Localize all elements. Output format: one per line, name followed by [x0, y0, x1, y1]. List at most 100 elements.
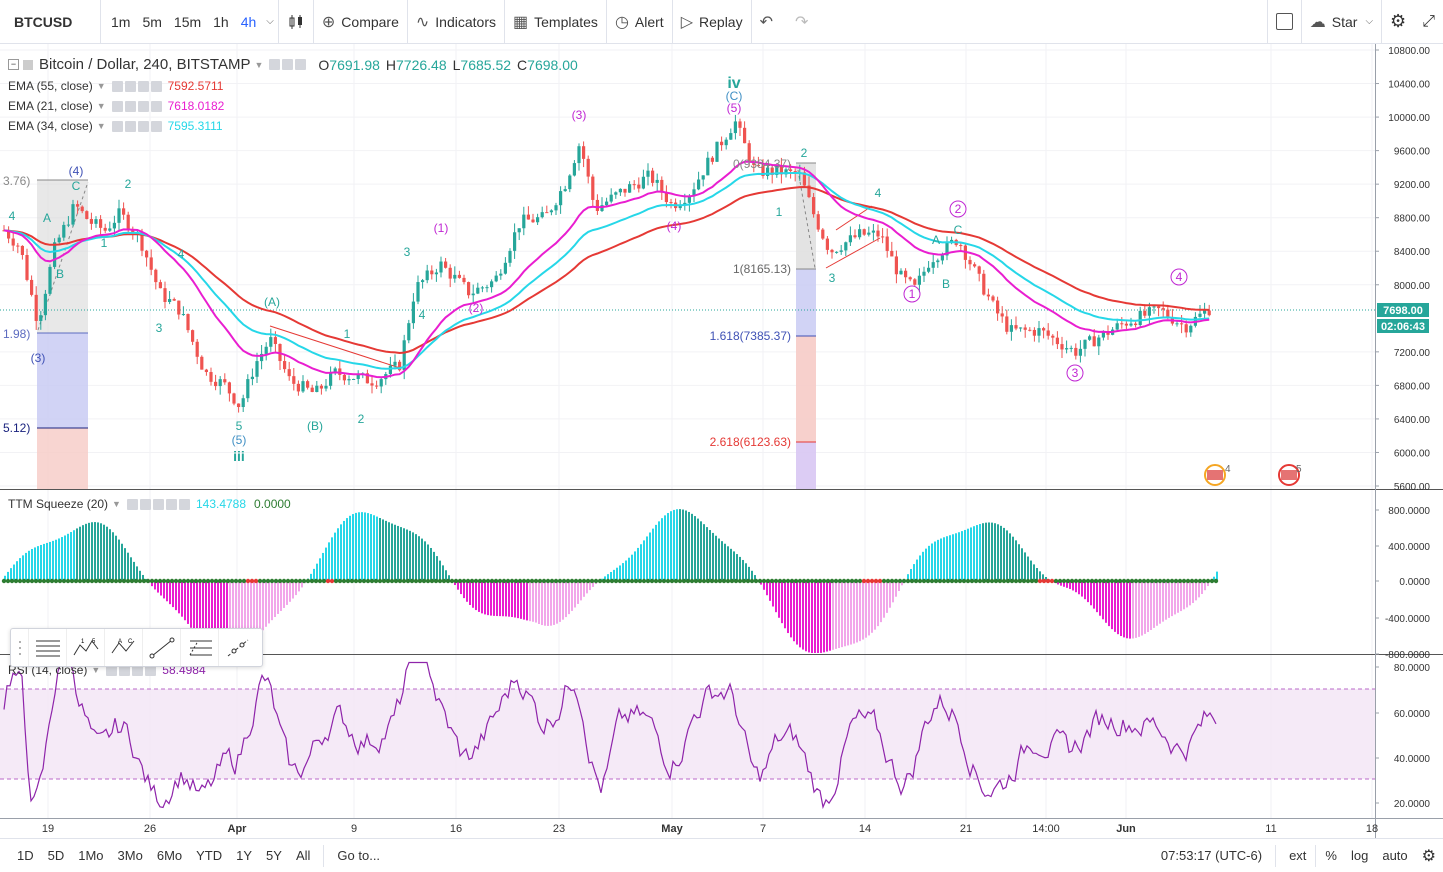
high-label: H — [385, 56, 397, 73]
goto-button[interactable]: Go to... — [337, 848, 381, 863]
squeeze-dot — [697, 578, 703, 584]
compare-button[interactable]: ⊕ Compare — [314, 0, 407, 44]
chart-area[interactable]: iv (C) (5) (3) (1) (2) (4) (4) (3) (A) (… — [0, 44, 1443, 838]
clock[interactable]: 07:53:17 (UTC-6) — [1160, 848, 1263, 863]
range-1mo[interactable]: 1Mo — [78, 848, 104, 863]
candle — [1000, 306, 1004, 323]
fib-tool[interactable] — [181, 629, 219, 666]
ttm-bar — [727, 546, 729, 581]
candle — [448, 264, 452, 288]
alert-button[interactable]: ◷ Alert — [607, 0, 672, 44]
layout-button[interactable] — [1268, 0, 1301, 44]
ext-toggle[interactable]: ext — [1289, 848, 1307, 863]
drag-handle[interactable] — [11, 629, 29, 666]
squeeze-dot — [53, 578, 59, 584]
chart-type-button[interactable] — [279, 0, 313, 44]
range-3mo[interactable]: 3Mo — [117, 848, 143, 863]
ttm-legend[interactable]: TTM Squeeze (20) ▼ 143.4788 0.0000 — [8, 497, 291, 511]
wave-circle-3: 3 — [1072, 366, 1079, 380]
dropdown-icon[interactable]: ▼ — [96, 101, 106, 111]
candle — [39, 311, 43, 330]
settings-button[interactable]: ⚙ — [1382, 0, 1414, 44]
candle — [181, 306, 185, 316]
candle — [1198, 305, 1202, 318]
horizontal-lines-tool[interactable] — [29, 629, 67, 666]
ttm-bar — [334, 532, 336, 581]
elliott-wave-labels[interactable]: iv (C) (5) (3) (1) (2) (4) (4) (3) (A) (… — [9, 75, 1188, 464]
squeeze-dot — [89, 578, 95, 584]
dropdown-icon[interactable]: ▼ — [91, 665, 101, 675]
undo-button[interactable]: ↶ — [752, 0, 787, 44]
auto-toggle[interactable]: auto — [1382, 848, 1408, 863]
ttm-bar — [1105, 581, 1107, 623]
interval-5m[interactable]: 5m — [142, 13, 162, 30]
event-marker-5[interactable]: 5 — [1296, 464, 1302, 475]
squeeze-dot — [73, 578, 79, 584]
candle — [287, 361, 291, 381]
ema21-buttons[interactable] — [111, 100, 162, 112]
ray-tool[interactable] — [219, 629, 257, 666]
ttm-bar — [655, 524, 657, 581]
chart-settings-button[interactable]: ⚙ — [1415, 846, 1443, 866]
range-6mo[interactable]: 6Mo — [156, 848, 183, 863]
squeeze-dot — [529, 578, 535, 584]
interval-4h[interactable]: 4h — [240, 13, 257, 30]
range-5d[interactable]: 5D — [47, 848, 65, 863]
trendlines[interactable] — [269, 205, 881, 369]
ema34-buttons[interactable] — [111, 120, 162, 132]
ema55-buttons[interactable] — [111, 80, 162, 92]
range-1d[interactable]: 1D — [17, 848, 34, 863]
interval-1m[interactable]: 1m — [111, 13, 131, 30]
candle — [628, 181, 632, 193]
indicators-button[interactable]: ∿ Indicators — [408, 0, 504, 44]
dropdown-icon[interactable]: ▼ — [96, 121, 106, 131]
squeeze-dot — [1149, 578, 1155, 584]
ema55-legend[interactable]: EMA (55, close) ▼ 7592.5711 — [8, 79, 223, 93]
fullscreen-button[interactable]: ⤢ — [1414, 0, 1443, 44]
trend-line-tool[interactable] — [143, 629, 181, 666]
interval-dropdown-icon[interactable]: ⌵ — [266, 16, 274, 27]
range-5y[interactable]: 5Y — [266, 848, 282, 863]
range-all[interactable]: All — [295, 848, 311, 863]
ttm-bar — [172, 581, 174, 608]
log-toggle[interactable]: log — [1350, 848, 1369, 863]
symbol-search[interactable]: BTCUSD — [14, 13, 73, 30]
interval-1h[interactable]: 1h — [213, 13, 229, 30]
collapse-icon[interactable]: − — [8, 59, 19, 70]
replay-button[interactable]: ▷ Replay — [673, 0, 751, 44]
dropdown-icon[interactable]: ▼ — [112, 499, 121, 509]
templates-button[interactable]: ▦ Templates — [505, 0, 606, 44]
chart-canvas[interactable]: iv (C) (5) (3) (1) (2) (4) (4) (3) (A) (… — [0, 44, 1443, 838]
ttm-bar — [520, 581, 522, 619]
interval-15m[interactable]: 15m — [173, 13, 202, 30]
percent-toggle[interactable]: % — [1325, 848, 1337, 863]
cloud-star-button[interactable]: ☁ Star ⌵ — [1302, 0, 1381, 44]
main-legend[interactable]: − Bitcoin / Dollar, 240, BITSTAMP ▼ O769… — [8, 56, 578, 73]
range-ytd[interactable]: YTD — [196, 848, 223, 863]
event-marker-4[interactable]: 4 — [1225, 464, 1231, 475]
candle — [655, 173, 659, 191]
ttm-bar — [400, 527, 402, 581]
dropdown-icon[interactable]: ▼ — [96, 81, 106, 91]
ttm-buttons[interactable] — [126, 498, 190, 510]
ttm-bar — [109, 529, 111, 581]
close-value: 7698.00 — [527, 56, 578, 73]
ema34-legend[interactable]: EMA (34, close) ▼ 7595.3111 — [8, 119, 223, 133]
ema21-legend[interactable]: EMA (21, close) ▼ 7618.0182 — [8, 99, 224, 113]
candle — [1074, 343, 1078, 360]
squeeze-dot — [1161, 578, 1167, 584]
squeeze-dot — [421, 578, 427, 584]
event-markers[interactable]: 4 5 — [1204, 464, 1302, 486]
title-dropdown-icon[interactable]: ▼ — [254, 59, 264, 70]
squeeze-dot — [953, 578, 959, 584]
redo-button[interactable]: ↷ — [787, 0, 822, 44]
fib-right-box[interactable] — [796, 162, 816, 489]
rsi-buttons[interactable] — [106, 664, 157, 676]
squeeze-dot — [333, 578, 339, 584]
legend-buttons[interactable] — [269, 59, 307, 70]
range-1y[interactable]: 1Y — [236, 848, 253, 863]
ttm-bar — [997, 524, 999, 581]
